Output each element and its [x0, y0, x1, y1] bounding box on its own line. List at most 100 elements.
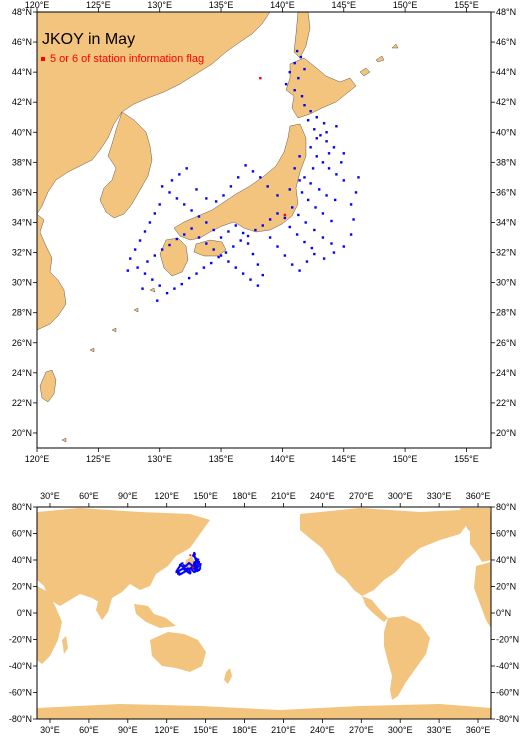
korea — [99, 111, 153, 219]
station-point — [210, 261, 213, 265]
world-lat-label-left: 80°N — [12, 502, 32, 512]
station-point — [333, 198, 337, 202]
station-point — [306, 119, 310, 122]
world-station-point — [193, 554, 196, 557]
station-point — [291, 206, 294, 209]
world-station-point — [193, 561, 196, 564]
world-station-point — [175, 570, 178, 573]
world-station-point — [194, 563, 197, 566]
station-point — [332, 146, 336, 149]
lat-label-right: 36°N — [496, 187, 516, 197]
world-station-point — [196, 564, 199, 567]
lat-label-right: 34°N — [496, 217, 516, 227]
station-point — [288, 188, 291, 191]
world-station-point — [182, 564, 185, 566]
world-station-point — [195, 559, 198, 562]
world-lon-label-top: 330°E — [427, 491, 452, 501]
station-point — [136, 266, 139, 269]
station-points — [126, 49, 360, 302]
lat-label-left: 26°N — [12, 338, 32, 348]
world-station-point — [187, 562, 190, 564]
world-lon-label-top: 30°E — [40, 491, 60, 501]
station-point — [310, 246, 314, 250]
station-point — [259, 176, 262, 179]
station-point — [330, 242, 333, 245]
lat-label-right: 48°N — [496, 7, 516, 17]
station-point — [212, 228, 215, 232]
station-point — [299, 55, 303, 59]
world-station-point — [197, 561, 200, 564]
station-point — [288, 70, 291, 74]
station-point — [332, 251, 336, 254]
lat-label-left: 32°N — [12, 248, 32, 258]
world-station-point — [199, 566, 202, 569]
station-point — [183, 233, 186, 236]
world-station-point — [196, 560, 199, 563]
world-station-point — [176, 572, 179, 575]
world-station-point — [184, 565, 187, 567]
lat-label-left: 30°N — [12, 278, 32, 288]
station-point — [284, 82, 288, 86]
sakhalin — [293, 11, 311, 59]
world-station-points — [175, 551, 202, 576]
world-lat-label-left: -40°N — [9, 661, 32, 671]
world-station-point — [189, 554, 192, 557]
world-station-point — [192, 553, 195, 556]
station-point — [327, 167, 331, 170]
world-map: 30°E 30°E 60°E 60°E 90°E 90°E 120°E 120°E 150°E 1… — [9, 491, 519, 735]
station-point — [315, 155, 318, 158]
station-point — [251, 170, 255, 173]
kuril-islands — [359, 43, 399, 77]
station-point — [178, 173, 181, 176]
world-station-point — [191, 564, 194, 567]
station-point — [349, 203, 353, 206]
station-point — [173, 287, 176, 290]
world-station-point — [189, 572, 191, 575]
world-station-point — [194, 567, 197, 569]
station-point — [190, 227, 193, 230]
world-lon-label-bottom: 30°E — [40, 725, 60, 735]
lat-label-right: 30°N — [496, 278, 516, 288]
station-point — [283, 254, 287, 257]
world-station-point — [196, 568, 198, 571]
world-station-point — [195, 567, 197, 570]
lat-label-right: 28°N — [496, 308, 516, 318]
lat-label-left: 40°N — [12, 127, 32, 137]
station-point — [322, 257, 326, 260]
station-point — [246, 242, 250, 245]
world-lon-label-bottom: 150°E — [193, 725, 218, 735]
station-point — [160, 248, 164, 251]
station-point — [283, 216, 287, 220]
lat-label-left: 48°N — [12, 7, 32, 17]
world-station-point — [199, 568, 201, 570]
world-lat-label-right: 40°N — [496, 555, 516, 565]
station-point — [234, 224, 237, 227]
station-point — [342, 152, 345, 155]
station-point — [297, 76, 300, 80]
station-point — [295, 233, 299, 236]
world-lat-label-left: 0°N — [17, 608, 32, 618]
world-station-point — [175, 571, 178, 574]
world-lon-label-top: 180°E — [232, 491, 257, 501]
lat-label-right: 32°N — [496, 248, 516, 258]
station-point — [306, 198, 310, 202]
station-point — [303, 104, 306, 107]
africa-wrap — [474, 562, 491, 628]
lat-label-right: 44°N — [496, 67, 516, 77]
world-station-point — [188, 569, 191, 572]
world-station-point — [192, 566, 194, 569]
station-point — [321, 236, 325, 239]
central-america — [362, 596, 388, 622]
station-point — [311, 167, 315, 170]
station-point — [239, 239, 242, 242]
station-point — [342, 245, 345, 248]
eurasia — [37, 508, 210, 606]
world-lon-label-bottom: 360°E — [466, 725, 491, 735]
station-point — [151, 278, 154, 281]
world-station-point — [198, 569, 201, 571]
station-point — [298, 155, 301, 158]
world-station-point — [199, 564, 202, 567]
world-lon-label-top: 150°E — [193, 491, 218, 501]
station-point — [190, 209, 193, 212]
